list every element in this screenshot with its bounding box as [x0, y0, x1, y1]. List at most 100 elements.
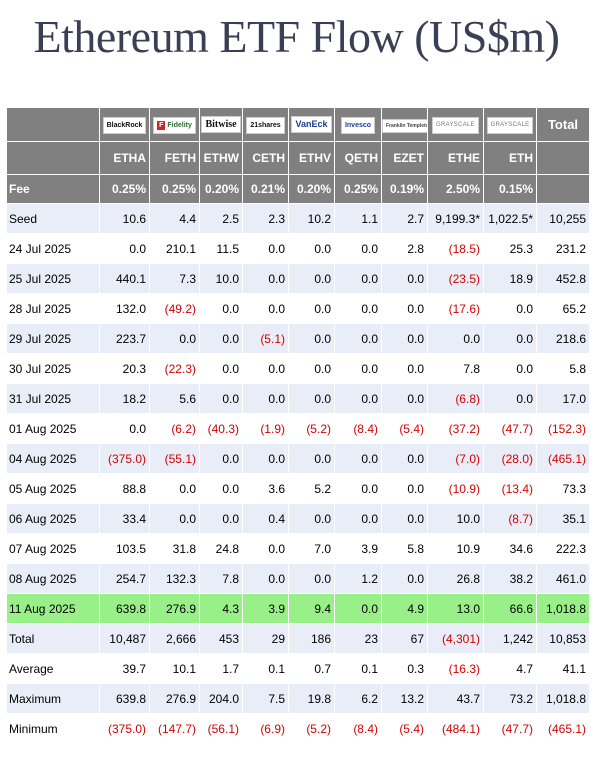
cell-etha: 10.6: [100, 204, 149, 233]
cell-total: 461.0: [537, 564, 589, 593]
row-label: 31 Jul 2025: [7, 384, 99, 413]
cell-feth: 0.0: [150, 504, 199, 533]
etf-flow-table: BlackRock F Fidelity Bitwise 21shares Van…: [6, 107, 590, 744]
cell-eth: 25.3: [484, 234, 536, 263]
table-row: 01 Aug 2025 0.0 (6.2) (40.3) (1.9) (5.2) (8.4)…: [7, 414, 589, 443]
cell-feth: (49.2): [150, 294, 199, 323]
vaneck-logo: VanEck: [291, 116, 332, 133]
cell-ethe: (7.0): [428, 444, 483, 473]
table-row: 31 Jul 2025 18.2 5.6 0.0 0.0 0.0 0.0 0.0 (6.8) 0.…: [7, 384, 589, 413]
cell-qeth: 1.1: [335, 204, 381, 233]
table-row: 29 Jul 2025 223.7 0.0 0.0 (5.1) 0.0 0.0 0.0 0.0 0…: [7, 324, 589, 353]
table-row: Seed 10.6 4.4 2.5 2.3 10.2 1.1 2.7 9,199.3* 1,022…: [7, 204, 589, 233]
cell-etha: 39.7: [100, 654, 149, 683]
row-label: Seed: [7, 204, 99, 233]
cell-total: 10,255: [537, 204, 589, 233]
cell-ethe: 26.8: [428, 564, 483, 593]
cell-ethv: 0.0: [289, 234, 334, 263]
cell-total: 17.0: [537, 384, 589, 413]
cell-ethw: 0.0: [200, 504, 242, 533]
fee-ceth: 0.21%: [243, 175, 288, 203]
cell-eth: (28.0): [484, 444, 536, 473]
cell-ezet: 0.0: [382, 504, 427, 533]
cell-ezet: 0.0: [382, 564, 427, 593]
cell-feth: 5.6: [150, 384, 199, 413]
cell-total: 65.2: [537, 294, 589, 323]
cell-ethv: 0.0: [289, 324, 334, 353]
cell-total: (465.1): [537, 714, 589, 743]
corner-cell: [7, 108, 99, 141]
cell-feth: 2,666: [150, 624, 199, 653]
ticker-qeth: QETH: [335, 142, 381, 174]
cell-ethw: 0.0: [200, 324, 242, 353]
row-label: 24 Jul 2025: [7, 234, 99, 263]
table-row: Total 10,487 2,666 453 29 186 23 67 (4,301) 1,242…: [7, 624, 589, 653]
fee-row: Fee 0.25% 0.25% 0.20% 0.21% 0.20% 0.25% 0.19% 2…: [7, 175, 589, 203]
ticker-corner: [7, 142, 99, 174]
cell-feth: (6.2): [150, 414, 199, 443]
cell-ethw: 4.3: [200, 594, 242, 623]
cell-ezet: 13.2: [382, 684, 427, 713]
cell-feth: 31.8: [150, 534, 199, 563]
row-label: 06 Aug 2025: [7, 504, 99, 533]
ticker-ethw: ETHW: [200, 142, 242, 174]
cell-eth: 0.0: [484, 354, 536, 383]
cell-ceth: 0.0: [243, 294, 288, 323]
table-row: 24 Jul 2025 0.0 210.1 11.5 0.0 0.0 0.0 2.8 (18.5…: [7, 234, 589, 263]
table-row: 11 Aug 2025 639.8 276.9 4.3 3.9 9.4 0.0 4.9 13.0…: [7, 594, 589, 623]
invesco-logo: Invesco: [340, 116, 376, 134]
cell-ethw: 453: [200, 624, 242, 653]
cell-ethw: 2.5: [200, 204, 242, 233]
cell-eth: 0.0: [484, 384, 536, 413]
table-row: 25 Jul 2025 440.1 7.3 10.0 0.0 0.0 0.0 0.0 (23.5…: [7, 264, 589, 293]
cell-ethv: 186: [289, 624, 334, 653]
cell-ethe: 10.9: [428, 534, 483, 563]
cell-total: 41.1: [537, 654, 589, 683]
ticker-etha: ETHA: [100, 142, 149, 174]
cell-ethe: (484.1): [428, 714, 483, 743]
cell-ezet: 0.0: [382, 474, 427, 503]
cell-ezet: 2.8: [382, 234, 427, 263]
cell-ethw: 0.0: [200, 294, 242, 323]
cell-ceth: 0.1: [243, 654, 288, 683]
cell-ethv: 0.0: [289, 444, 334, 473]
table-row: 04 Aug 2025 (375.0) (55.1) 0.0 0.0 0.0 0.0 0.0(…: [7, 444, 589, 473]
cell-total: 218.6: [537, 324, 589, 353]
cell-ezet: 2.7: [382, 204, 427, 233]
cell-ezet: 0.0: [382, 384, 427, 413]
row-label: 05 Aug 2025: [7, 474, 99, 503]
cell-feth: 7.3: [150, 264, 199, 293]
cell-ethw: 11.5: [200, 234, 242, 263]
cell-ethw: 10.0: [200, 264, 242, 293]
cell-total: (152.3): [537, 414, 589, 443]
ticker-ezet: EZET: [382, 142, 427, 174]
cell-ethe: 43.7: [428, 684, 483, 713]
cell-etha: 0.0: [100, 414, 149, 443]
cell-ezet: 4.9: [382, 594, 427, 623]
cell-ceth: 0.0: [243, 564, 288, 593]
ticker-ethv: ETHV: [289, 142, 334, 174]
cell-ethw: 0.0: [200, 354, 242, 383]
cell-ezet: 0.0: [382, 444, 427, 473]
cell-ethw: 204.0: [200, 684, 242, 713]
cell-etha: 639.8: [100, 594, 149, 623]
cell-etha: 88.8: [100, 474, 149, 503]
cell-feth: 276.9: [150, 684, 199, 713]
cell-ethw: 0.0: [200, 474, 242, 503]
cell-ethw: 24.8: [200, 534, 242, 563]
row-label: 25 Jul 2025: [7, 264, 99, 293]
cell-eth: 38.2: [484, 564, 536, 593]
cell-etha: 0.0: [100, 234, 149, 263]
cell-feth: 132.3: [150, 564, 199, 593]
fee-label: Fee: [7, 175, 99, 203]
cell-etha: 10,487: [100, 624, 149, 653]
cell-ethe: 0.0: [428, 324, 483, 353]
cell-eth: 1,242: [484, 624, 536, 653]
cell-etha: 20.3: [100, 354, 149, 383]
cell-ceth: 7.5: [243, 684, 288, 713]
cell-ethe: (6.8): [428, 384, 483, 413]
cell-qeth: 1.2: [335, 564, 381, 593]
cell-eth: (47.7): [484, 714, 536, 743]
cell-eth: (8.7): [484, 504, 536, 533]
cell-ethe: 13.0: [428, 594, 483, 623]
